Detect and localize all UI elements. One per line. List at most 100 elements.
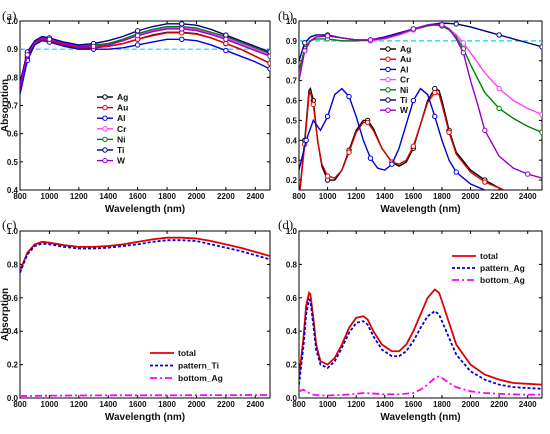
series-line-w <box>299 23 542 179</box>
legend-label: Cr <box>400 75 410 85</box>
y-tick-label: 0.8 <box>7 260 19 269</box>
x-tick-label: 1000 <box>319 400 337 409</box>
y-tick-label: 1.0 <box>286 227 298 236</box>
x-tick-label: 1800 <box>158 192 176 201</box>
data-point-marker <box>134 42 141 48</box>
plot-area <box>299 288 542 397</box>
data-point-marker <box>385 76 391 83</box>
data-point-marker <box>134 32 141 39</box>
legend-label: Cr <box>117 124 127 134</box>
series-line-pattern-ag <box>299 297 542 390</box>
data-point-marker <box>179 21 185 27</box>
y-tick-label: 0.5 <box>286 116 298 125</box>
y-tick-label: 1.0 <box>7 17 19 26</box>
x-tick-label: 1600 <box>404 192 422 201</box>
x-tick-label: 2400 <box>519 192 537 201</box>
legend-label: Al <box>400 64 409 74</box>
legend-label: pattern_Ag <box>480 263 525 273</box>
panel-label: (d) <box>278 217 293 232</box>
data-point-marker <box>453 169 459 175</box>
y-tick-label: 0.2 <box>286 361 298 370</box>
x-tick-label: 1000 <box>41 400 59 409</box>
x-tick-label: 2000 <box>462 400 480 409</box>
panel-label: (b) <box>278 8 293 23</box>
plot-frame <box>19 230 271 399</box>
legend-label: Ni <box>117 134 126 144</box>
data-point-marker <box>539 129 542 136</box>
y-tick-label: 1.0 <box>286 17 298 26</box>
data-point-marker <box>102 126 108 132</box>
x-tick-label: 2200 <box>490 192 508 201</box>
data-point-marker <box>302 40 308 46</box>
data-point-marker <box>385 87 391 93</box>
x-tick-label: 1000 <box>319 192 337 201</box>
legend-label: Ti <box>117 145 124 155</box>
data-point-marker <box>496 85 502 92</box>
plot-area <box>299 21 542 190</box>
y-tick-label: 0.5 <box>7 158 19 167</box>
series-line-ag <box>299 86 506 190</box>
x-tick-label: 2000 <box>188 192 206 201</box>
data-point-marker <box>267 66 270 72</box>
data-point-marker <box>432 113 438 120</box>
y-tick-label: 0.4 <box>286 136 298 145</box>
series-line-pattern-ti <box>20 239 270 274</box>
x-tick-label: 1400 <box>376 192 394 201</box>
panel-label: (a) <box>2 8 16 23</box>
data-point-marker <box>90 43 97 50</box>
data-point-marker <box>385 56 391 62</box>
x-tick-label: 1200 <box>347 400 365 409</box>
legend-label: Au <box>400 54 411 64</box>
y-tick-label: 0.0 <box>7 394 19 403</box>
legend-label: Ni <box>400 85 409 95</box>
x-axis-title: Wavelength (nm) <box>380 204 460 215</box>
y-tick-label: 0.0 <box>286 394 298 403</box>
data-point-marker <box>446 129 452 136</box>
plot-area <box>20 236 270 397</box>
y-tick-label: 0.6 <box>7 294 19 303</box>
data-point-marker <box>324 113 331 120</box>
panel-a: 800 1000 1200 1400 1600 1800 2000 2200 2400 0.4 0.… <box>0 8 271 215</box>
x-tick-label: 1800 <box>433 192 451 201</box>
data-point-marker <box>102 157 108 164</box>
data-point-marker <box>367 155 374 161</box>
y-tick-label: 0.8 <box>286 260 298 269</box>
data-point-marker <box>102 136 108 143</box>
data-point-marker <box>267 53 270 59</box>
panel-b: 800 1000 1200 1400 1600 1800 2000 2200 2400 0.2 0.… <box>278 8 543 215</box>
y-tick-label: 0.6 <box>7 130 19 139</box>
data-point-marker <box>496 105 502 112</box>
y-tick-label: 0.6 <box>286 294 298 303</box>
x-tick-label: 1800 <box>433 400 451 409</box>
x-tick-label: 1600 <box>404 400 422 409</box>
data-point-marker <box>179 26 185 32</box>
x-tick-label: 1600 <box>129 192 147 201</box>
series-line-bottom-ag <box>299 375 542 397</box>
series-line-al <box>299 87 488 190</box>
y-axis-title: Absorption <box>0 288 11 341</box>
y-tick-label: 0.4 <box>286 327 298 336</box>
data-point-marker <box>102 104 108 111</box>
y-tick-label: 0.9 <box>286 37 298 46</box>
x-tick-label: 2400 <box>519 400 537 409</box>
series-line-total <box>299 288 542 386</box>
x-axis-title: Wavelength (nm) <box>105 412 185 423</box>
x-tick-label: 2000 <box>188 400 206 409</box>
legend: total pattern_Ag bottom_Ag <box>452 251 525 285</box>
data-point-marker <box>385 97 391 103</box>
y-tick-label: 0.4 <box>7 327 19 336</box>
data-point-marker <box>310 101 316 108</box>
series-line-total <box>20 236 270 272</box>
data-point-marker <box>302 48 308 54</box>
legend-label: total <box>480 251 498 261</box>
x-tick-label: 800 <box>292 400 306 409</box>
data-point-marker <box>46 36 53 43</box>
x-tick-label: 800 <box>13 400 27 409</box>
data-point-marker <box>385 107 391 113</box>
legend-label: pattern_Ti <box>178 361 219 371</box>
data-point-marker <box>324 33 331 39</box>
x-tick-label: 1200 <box>70 192 88 201</box>
data-point-marker <box>102 94 108 100</box>
